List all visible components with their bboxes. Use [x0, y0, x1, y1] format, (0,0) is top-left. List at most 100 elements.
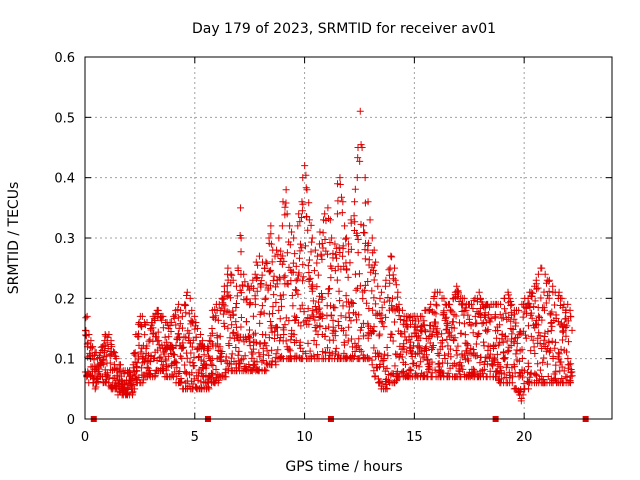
data-point: [381, 367, 389, 375]
data-point: [188, 306, 196, 314]
data-point: [249, 276, 257, 284]
data-point: [232, 344, 240, 352]
data-point: [296, 240, 304, 248]
data-point: [469, 329, 477, 337]
data-point: [409, 316, 417, 324]
data-point: [302, 213, 310, 221]
data-point: [246, 334, 254, 342]
data-point: [207, 374, 215, 382]
y-tick-label: 0.3: [54, 232, 75, 247]
data-point: [335, 287, 343, 295]
data-point: [263, 259, 271, 267]
data-point: [219, 295, 227, 303]
data-point: [266, 282, 274, 290]
data-point: [262, 294, 270, 302]
data-point: [116, 361, 124, 369]
data-point: [296, 338, 304, 346]
data-point: [298, 301, 306, 309]
data-point: [497, 300, 505, 308]
data-point: [318, 290, 326, 298]
data-point: [288, 228, 296, 236]
data-point: [496, 339, 504, 347]
data-point: [201, 361, 209, 369]
data-point: [262, 331, 270, 339]
data-point: [407, 367, 415, 375]
data-point: [549, 352, 557, 360]
data-point: [212, 365, 220, 373]
data-point: [281, 272, 289, 280]
data-point: [345, 240, 353, 248]
data-point: [480, 338, 488, 346]
data-point: [91, 385, 99, 393]
data-point: [329, 323, 337, 331]
data-point: [530, 303, 538, 311]
data-point: [415, 342, 423, 350]
y-tick-label: 0: [67, 413, 75, 428]
data-point: [135, 330, 143, 338]
y-axis-label: SRMTID / TECUs: [6, 182, 22, 295]
data-point: [237, 289, 245, 297]
data-point: [563, 348, 571, 356]
data-point: [416, 334, 424, 342]
data-point: [291, 286, 299, 294]
data-point: [279, 252, 287, 260]
data-point: [242, 296, 250, 304]
data-point: [173, 364, 181, 372]
data-point: [316, 323, 324, 331]
data-point: [517, 395, 525, 403]
data-point: [172, 359, 180, 367]
data-point: [503, 315, 511, 323]
data-point: [450, 311, 458, 319]
data-point: [328, 234, 336, 242]
data-point: [224, 264, 232, 272]
data-point: [351, 198, 359, 206]
data-point: [345, 314, 353, 322]
data-point: [370, 294, 378, 302]
data-point: [536, 339, 544, 347]
data-point: [296, 305, 304, 313]
data-point: [500, 370, 508, 378]
data-point: [356, 107, 364, 115]
data-point: [267, 240, 275, 248]
data-point: [355, 311, 363, 319]
data-point: [383, 344, 391, 352]
data-point: [290, 331, 298, 339]
data-point: [366, 216, 374, 224]
data-point: [181, 368, 189, 376]
data-point: [302, 242, 310, 250]
data-point: [542, 299, 550, 307]
data-point: [459, 365, 467, 373]
data-point: [465, 318, 473, 326]
data-point: [473, 352, 481, 360]
data-point: [438, 330, 446, 338]
data-point: [294, 275, 302, 283]
data-point: [505, 368, 513, 376]
data-point: [302, 171, 310, 179]
data-point: [368, 287, 376, 295]
data-point: [369, 328, 377, 336]
data-point: [245, 337, 253, 345]
data-point: [464, 341, 472, 349]
data-point: [371, 270, 379, 278]
data-point: [375, 332, 383, 340]
data-point: [188, 369, 196, 377]
data-point: [299, 200, 307, 208]
data-point: [543, 360, 551, 368]
data-point: [291, 250, 299, 258]
data-point: [520, 367, 528, 375]
data-point: [383, 364, 391, 372]
data-point: [256, 353, 264, 361]
data-point: [305, 277, 313, 285]
data-point: [469, 305, 477, 313]
data-point: [301, 162, 309, 170]
data-point: [522, 334, 530, 342]
data-point: [447, 331, 455, 339]
data-point: [454, 290, 462, 298]
data-point: [290, 234, 298, 242]
data-point: [308, 311, 316, 319]
data-point: [270, 291, 278, 299]
data-point: [567, 313, 575, 321]
data-point: [327, 274, 335, 282]
data-point: [221, 322, 229, 330]
data-point: [319, 229, 327, 237]
